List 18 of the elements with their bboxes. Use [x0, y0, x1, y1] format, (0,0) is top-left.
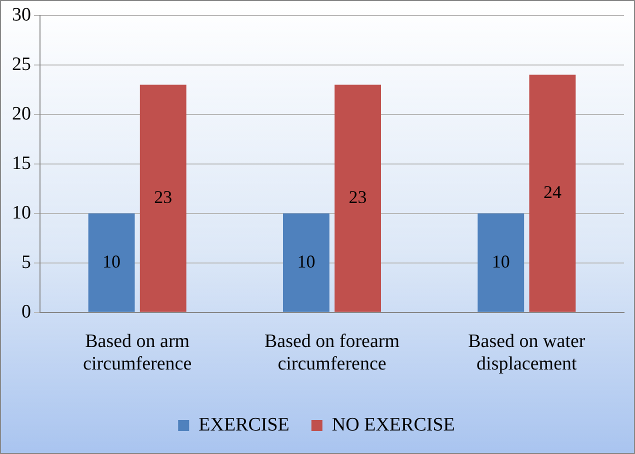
- y-tick-label: 5: [22, 252, 31, 273]
- data-label: 10: [297, 251, 316, 272]
- legend-label: EXERCISE: [198, 414, 290, 436]
- y-tick-label: 15: [12, 152, 31, 174]
- y-tick-label: 25: [12, 54, 31, 75]
- y-tick-label: 10: [12, 202, 31, 224]
- data-label: 23: [154, 187, 172, 208]
- x-tick-label: Based on forearm circumference: [264, 330, 400, 375]
- y-tick-label: 30: [12, 4, 31, 26]
- y-tick-label: 20: [12, 103, 31, 124]
- y-tick-label: 0: [22, 301, 31, 322]
- data-label: 10: [492, 251, 510, 272]
- data-label: 23: [348, 187, 367, 208]
- data-label: 24: [543, 182, 562, 202]
- x-tick-label: Based on water displacement: [468, 330, 586, 375]
- data-label: 10: [102, 251, 121, 272]
- x-tick-label: Based on arm circumference: [83, 330, 192, 375]
- legend-label: NO EXERCISE: [332, 414, 455, 436]
